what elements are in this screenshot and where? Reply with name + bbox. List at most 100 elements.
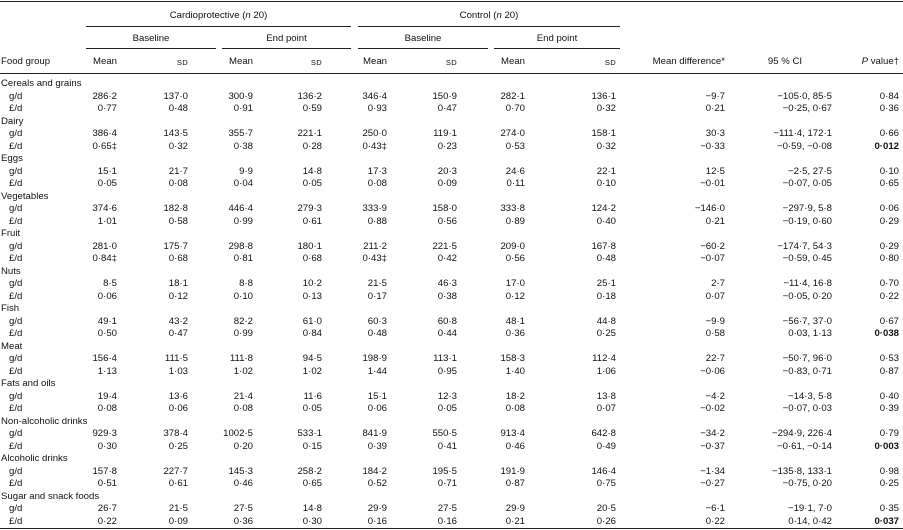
cardio-endpoint-sd: 0·05	[302, 178, 322, 189]
top-rule	[0, 1, 903, 2]
cardio-baseline-sd: 0·25	[168, 440, 188, 452]
cardio-baseline-mean: 286·2	[92, 90, 117, 102]
p-value: 0·29	[879, 215, 899, 227]
cardio-endpoint-sd: 0·84	[302, 328, 322, 339]
control-endpoint-mean: 24·6	[505, 165, 525, 177]
column-header-food-group: Food group	[1, 56, 51, 67]
control-baseline-mean: 211·2	[363, 240, 387, 252]
subheader-control-baseline: Baseline	[404, 33, 442, 44]
control-baseline-mean: 333·9	[362, 203, 387, 214]
control-baseline-mean: 17·3	[367, 165, 387, 177]
subgroup-rule-2	[222, 48, 351, 49]
cardio-baseline-mean: 157·8	[92, 465, 117, 477]
section-heading: Fruit	[1, 228, 21, 239]
cardio-baseline-sd: 143·5	[163, 128, 188, 139]
cardio-baseline-sd: 0·68	[168, 253, 188, 264]
p-value: 0·66	[879, 128, 899, 139]
control-endpoint-sd: 167·8	[591, 240, 616, 252]
cardio-baseline-sd: 1·03	[168, 365, 188, 377]
group-rule-cardio	[86, 26, 351, 27]
cardio-endpoint-mean: 0·04	[233, 178, 253, 189]
cardio-endpoint-sd: 0·61	[302, 215, 322, 227]
row-unit: £/d	[9, 478, 23, 489]
row-unit: £/d	[9, 140, 23, 152]
control-baseline-mean: 0·08	[367, 178, 387, 189]
group-n-symbol: n	[496, 10, 502, 21]
ci-range: −0·59, 0·45	[782, 253, 832, 264]
control-baseline-mean: 0·17	[367, 290, 387, 302]
cardio-baseline-sd: 227·7	[163, 465, 188, 477]
cardio-endpoint-mean: 0·10	[233, 290, 253, 302]
column-header-sd: SD	[176, 58, 188, 67]
subheader-cardio-endpoint: End point	[266, 33, 307, 44]
column-header-mean-difference: Mean difference*	[652, 56, 725, 67]
cardio-baseline-mean: 0·50	[97, 328, 117, 339]
ci-range: −14·3, 5·8	[787, 390, 832, 402]
cardio-baseline-sd: 0·47	[168, 328, 188, 339]
mean-difference: 0·58	[705, 328, 725, 339]
cardio-baseline-mean: 8·5	[103, 278, 117, 289]
group-label: Cardioprotective (	[169, 10, 246, 21]
column-header-ci: 95 % CI	[767, 56, 803, 67]
control-baseline-sd: 0·41	[437, 440, 457, 452]
control-baseline-sd: 0·16	[437, 515, 457, 527]
control-baseline-sd: 150·9	[432, 90, 457, 102]
p-suffix: value†	[868, 56, 899, 67]
cardio-endpoint-sd: 0·65	[302, 478, 322, 489]
p-value: 0·038	[874, 328, 899, 339]
control-baseline-mean: 0·43‡	[362, 140, 387, 152]
cardio-baseline-sd: 13·6	[168, 390, 188, 402]
control-baseline-mean: 346·4	[362, 90, 387, 102]
cardio-endpoint-mean: 82·2	[233, 315, 253, 327]
cardio-baseline-sd: 175·7	[163, 240, 188, 252]
control-baseline-sd: 550·5	[432, 428, 457, 439]
control-endpoint-sd: 0·26	[596, 515, 616, 527]
cardio-endpoint-mean: 1·02	[233, 365, 253, 377]
cardio-baseline-sd: 0·12	[168, 290, 188, 302]
control-endpoint-mean: 1·40	[505, 365, 525, 377]
group-header-cardioprotective: Cardioprotective (n 20)	[86, 10, 351, 22]
control-baseline-sd: 46·3	[437, 278, 457, 289]
ci-range: −105·0, 85·5	[777, 90, 832, 102]
cardio-endpoint-mean: 27·5	[233, 503, 253, 514]
mean-difference: −0·07	[700, 253, 725, 264]
cardio-endpoint-sd: 0·15	[302, 440, 322, 452]
ci-range: 0·03, 1·13	[788, 328, 832, 339]
control-endpoint-mean: 158·3	[500, 353, 525, 364]
row-unit: £/d	[9, 215, 23, 227]
cardio-baseline-mean: 49·1	[97, 315, 117, 327]
control-endpoint-mean: 0·87	[505, 478, 525, 489]
mean-difference: 22·7	[705, 353, 725, 364]
mean-difference: −0·06	[700, 365, 725, 377]
mean-difference: −0·27	[700, 478, 725, 489]
row-unit: g/d	[9, 353, 23, 364]
ci-range: −56·7, 37·0	[782, 315, 832, 327]
p-value: 0·22	[879, 290, 899, 302]
p-value: 0·39	[879, 403, 899, 414]
control-baseline-sd: 0·23	[437, 140, 457, 152]
control-baseline-sd: 0·38	[437, 290, 457, 302]
control-baseline-sd: 119·1	[433, 128, 457, 139]
mean-difference: −0·02	[700, 403, 725, 414]
ci-range: −0·25, 0·67	[782, 103, 832, 114]
mean-difference: −0·01	[700, 178, 725, 189]
cardio-baseline-sd: 0·32	[168, 140, 188, 152]
ci-range: −19·1, 7·0	[787, 503, 832, 514]
control-baseline-sd: 0·95	[437, 365, 457, 377]
control-baseline-sd: 0·71	[437, 478, 457, 489]
row-unit: £/d	[9, 328, 23, 339]
cardio-endpoint-sd: 10·2	[302, 278, 322, 289]
mean-difference: 2·7	[711, 278, 725, 289]
p-value: 0·06	[879, 203, 899, 214]
control-endpoint-sd: 22·1	[596, 165, 616, 177]
row-unit: £/d	[9, 253, 23, 264]
control-endpoint-sd: 0·75	[596, 478, 616, 489]
control-endpoint-mean: 0·11	[506, 178, 526, 189]
control-endpoint-sd: 136·1	[591, 90, 616, 102]
p-value: 0·012	[874, 140, 899, 152]
control-endpoint-sd: 0·40	[596, 215, 616, 227]
row-unit: £/d	[9, 103, 23, 114]
cardio-baseline-mean: 0·08	[97, 403, 117, 414]
control-endpoint-mean: 17·0	[505, 278, 525, 289]
